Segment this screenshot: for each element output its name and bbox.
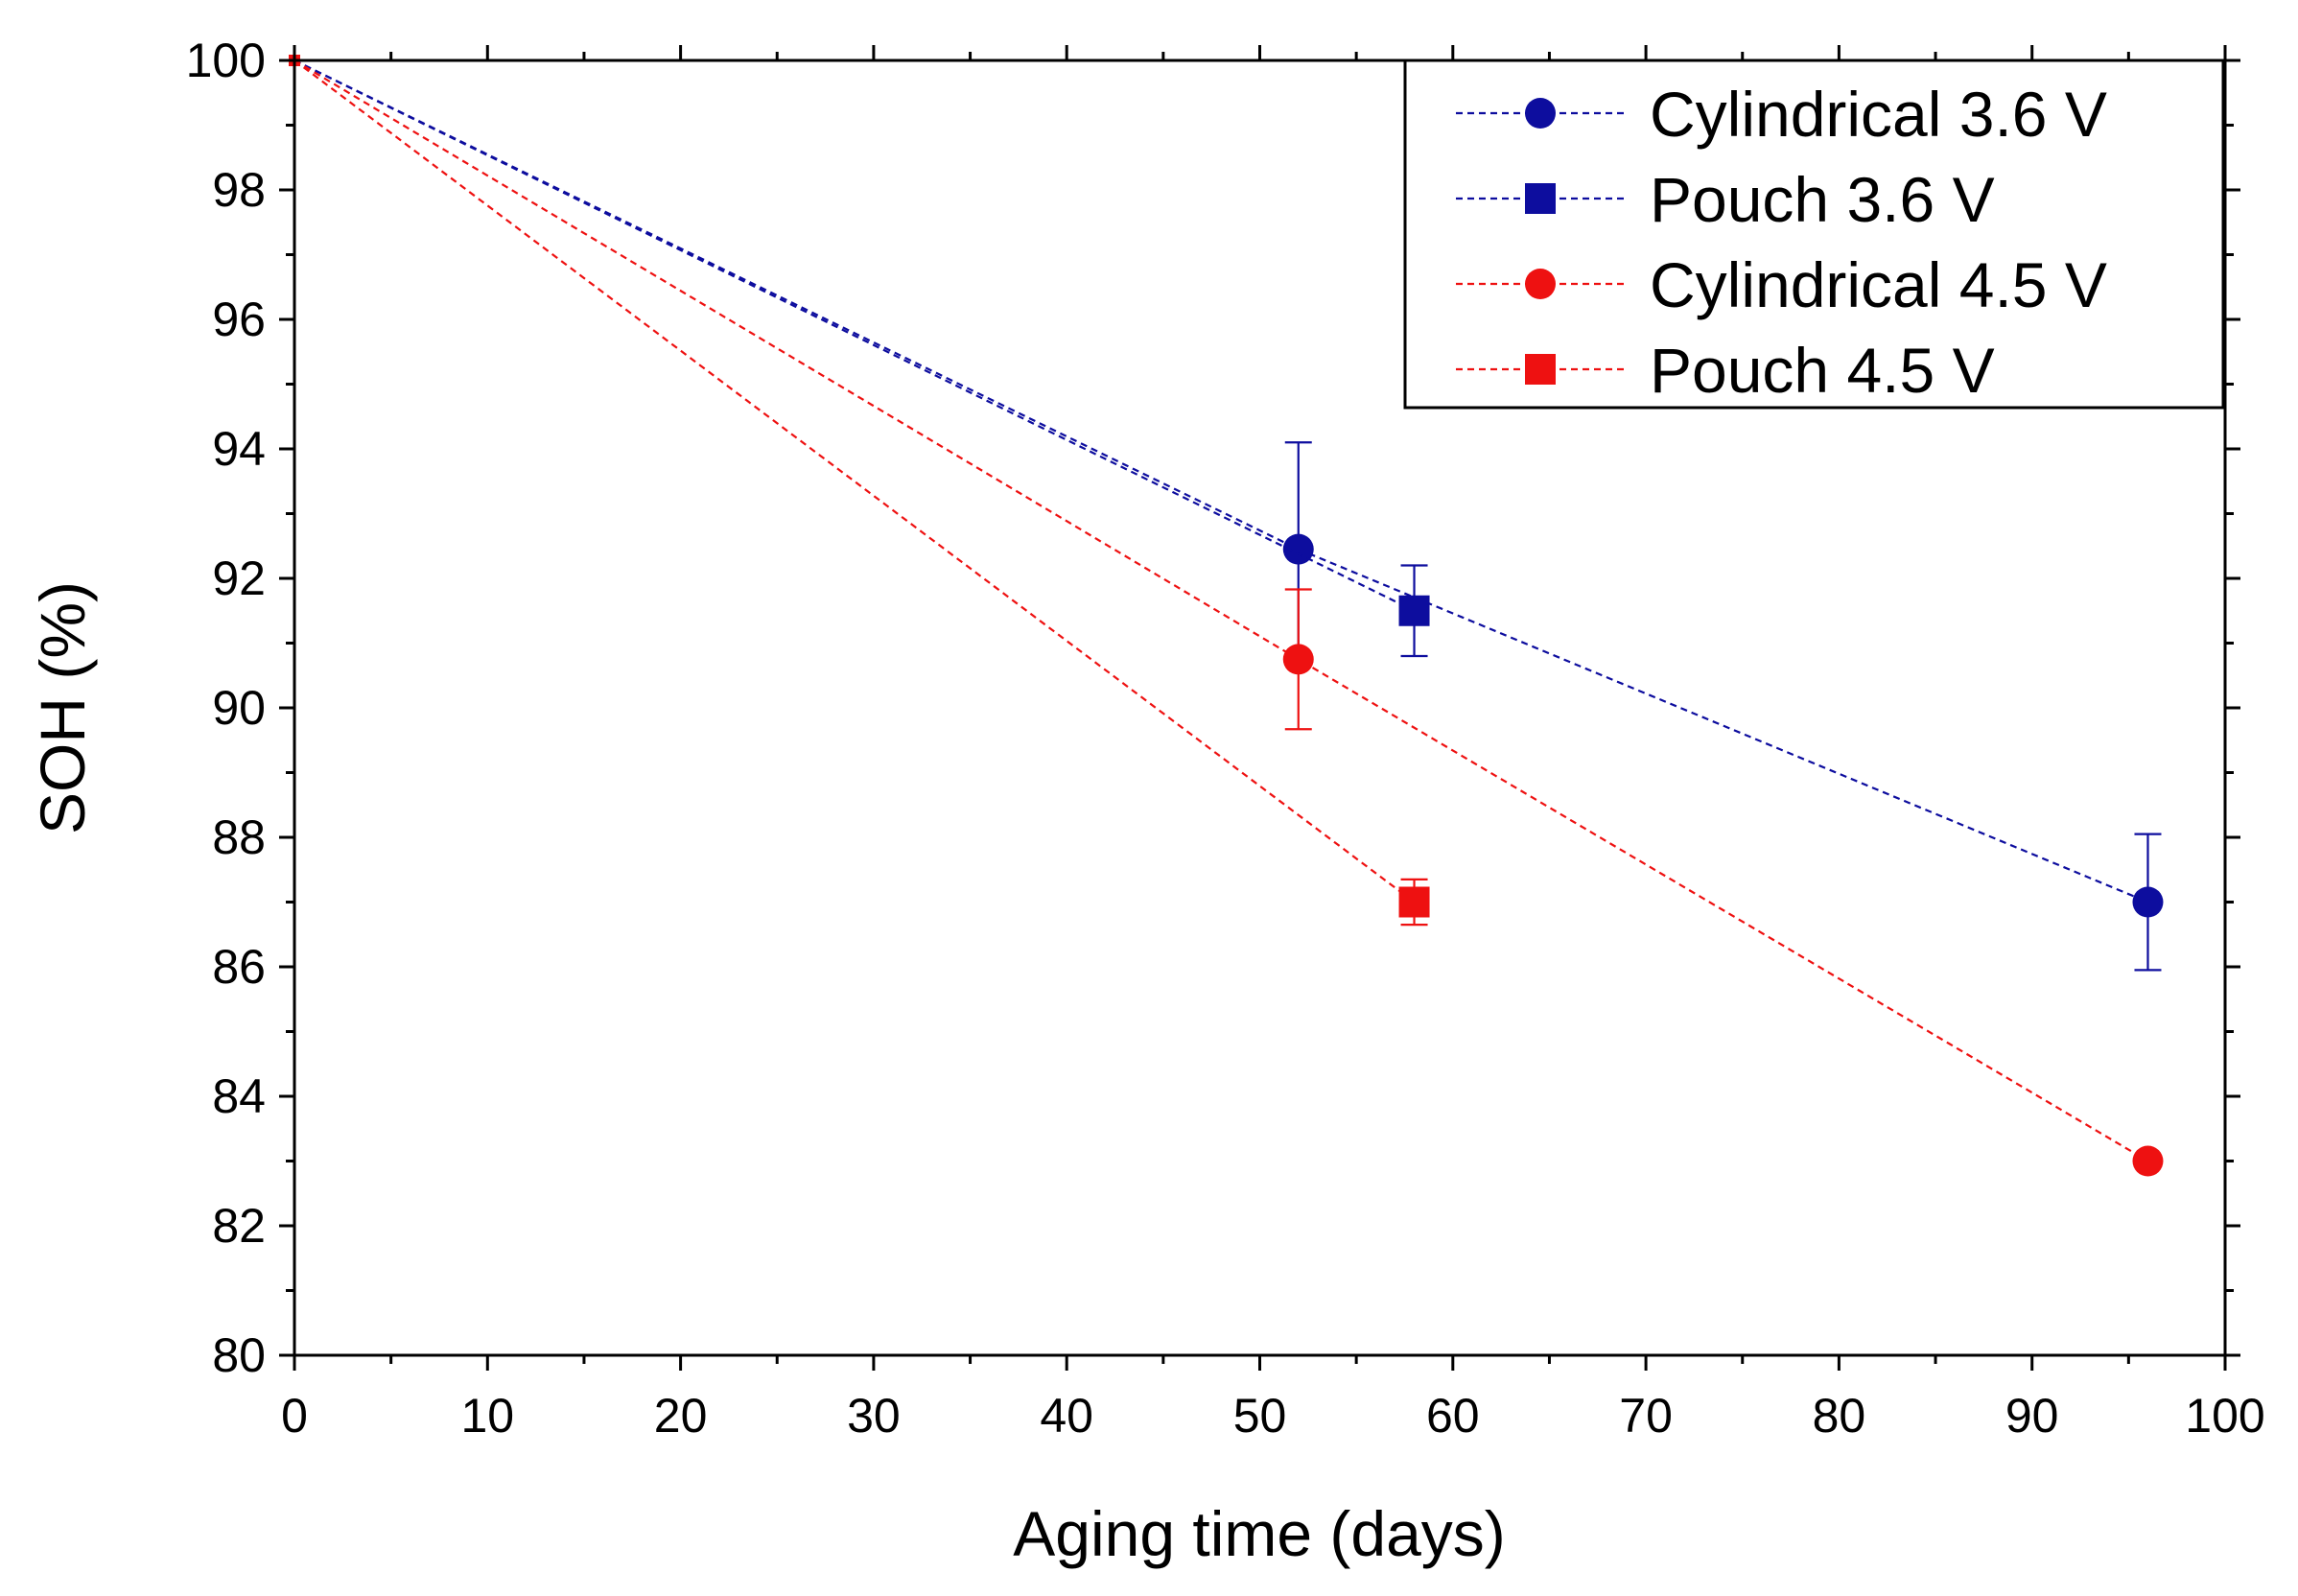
x-tick-label: 20	[654, 1389, 708, 1443]
x-tick-label: 0	[281, 1389, 308, 1443]
ticks-layer: 0 10 20 30 40 50 60 70 80 90 100 80 82 84 86 88 90 92 94 96…	[186, 34, 2265, 1443]
legend-label: Cylindrical 3.6 V	[1650, 79, 2107, 150]
x-tick-label: 100	[2185, 1389, 2264, 1443]
series-line	[293, 59, 1416, 904]
data-point	[1398, 886, 1430, 918]
y-tick-label: 98	[212, 163, 266, 217]
legend-label: Pouch 3.6 V	[1650, 164, 1995, 235]
y-tick-label: 84	[212, 1069, 266, 1123]
series-cylindrical-3-6-v	[289, 55, 2164, 972]
x-tick-label: 70	[1619, 1389, 1673, 1443]
x-tick-label: 10	[460, 1389, 514, 1443]
legend-marker	[1525, 354, 1556, 385]
x-tick-label: 30	[847, 1389, 901, 1443]
legend-marker	[1525, 269, 1556, 299]
legend-entry: Cylindrical 3.6 V	[1456, 79, 2107, 150]
data-point	[1282, 533, 1314, 565]
x-tick-label: 80	[1813, 1389, 1866, 1443]
y-tick-label: 90	[212, 681, 266, 735]
series-pouch-4-5-v	[289, 55, 1430, 927]
data-point	[2132, 886, 2164, 918]
legend-marker	[1525, 98, 1556, 129]
y-tick-label: 86	[212, 940, 266, 994]
x-tick-label: 60	[1426, 1389, 1480, 1443]
series-pouch-3-6-v	[289, 55, 1430, 658]
y-tick-label: 80	[212, 1328, 266, 1382]
legend-label: Cylindrical 4.5 V	[1650, 249, 2107, 320]
data-point	[1398, 595, 1430, 626]
y-tick-label: 96	[212, 293, 266, 346]
series-layer	[289, 55, 2164, 1177]
y-tick-label: 88	[212, 810, 266, 864]
y-tick-label: 82	[212, 1199, 266, 1253]
legend-entry: Pouch 4.5 V	[1456, 335, 1995, 406]
legend-marker	[1525, 183, 1556, 214]
legend: Cylindrical 3.6 V Pouch 3.6 V Cylindrical …	[1403, 59, 2225, 410]
x-tick-label: 40	[1040, 1389, 1093, 1443]
x-tick-label: 90	[2005, 1389, 2059, 1443]
data-point	[1282, 644, 1314, 675]
data-point	[2132, 1145, 2164, 1177]
x-tick-label: 50	[1233, 1389, 1287, 1443]
legend-label: Pouch 4.5 V	[1650, 335, 1995, 406]
legend-entries: Cylindrical 3.6 V Pouch 3.6 V Cylindrical …	[1456, 79, 2107, 406]
legend-entry: Pouch 3.6 V	[1456, 164, 1995, 235]
y-tick-label: 94	[212, 422, 266, 476]
y-tick-label: 100	[186, 34, 266, 87]
y-axis-title: SOH (%)	[27, 581, 98, 834]
legend-entry: Cylindrical 4.5 V	[1456, 249, 2107, 320]
x-axis-title: Aging time (days)	[1013, 1498, 1506, 1569]
y-tick-label: 92	[212, 552, 266, 605]
series-line	[293, 59, 1416, 612]
